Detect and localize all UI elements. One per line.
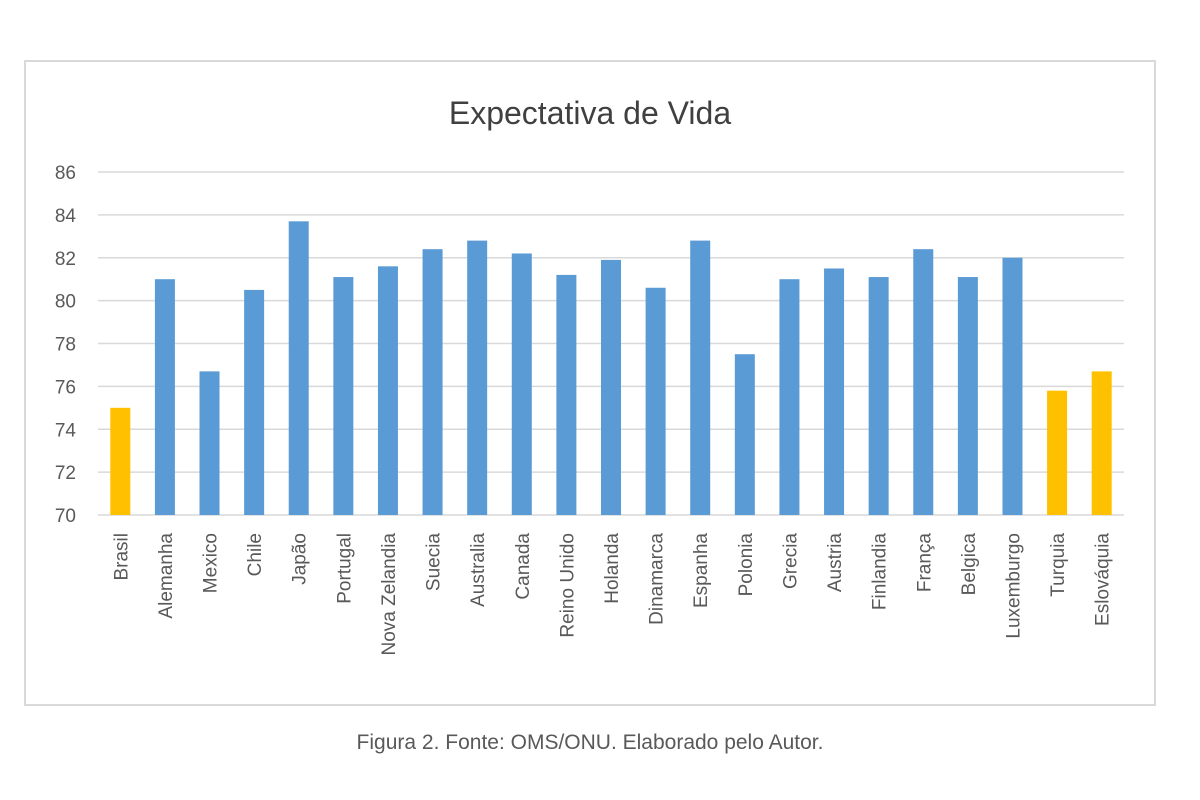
- x-tick-label: França: [914, 533, 935, 593]
- bar: [690, 240, 711, 515]
- x-tick-label: Brasil: [111, 533, 132, 581]
- x-tick-label: Canada: [513, 533, 534, 600]
- x-tick-label: Portugal: [334, 533, 355, 604]
- x-tick-label: Turquia: [1048, 533, 1069, 597]
- bar: [467, 240, 488, 515]
- x-tick-label: Nova Zelandia: [379, 533, 400, 656]
- bar: [154, 279, 175, 515]
- x-tick-label: Grecia: [780, 533, 801, 589]
- bar: [913, 249, 934, 516]
- bar: [601, 259, 621, 515]
- x-tick-label: Belgica: [959, 533, 980, 596]
- bar: [556, 274, 577, 515]
- figure-caption: Figura 2. Fonte: OMS/ONU. Elaborado pelo…: [356, 731, 824, 754]
- bar: [824, 268, 845, 515]
- x-tick-label: Luxemburgo: [1003, 533, 1024, 639]
- bar: [422, 249, 443, 516]
- y-tick-label: 82: [55, 249, 76, 270]
- x-tick-label: Japão: [290, 533, 311, 585]
- bar: [1091, 371, 1112, 515]
- y-tick-label: 74: [55, 420, 77, 441]
- x-tick-label: Espanha: [691, 533, 712, 608]
- x-tick-label: Suecia: [424, 533, 445, 592]
- y-tick-label: 70: [55, 506, 76, 527]
- x-tick-label: Chile: [245, 533, 266, 576]
- x-tick-label: Holanda: [602, 533, 623, 604]
- y-tick-label: 72: [55, 463, 76, 484]
- x-tick-label: Australia: [468, 533, 489, 607]
- bar: [244, 289, 265, 515]
- bar-chart: Expectativa de Vida 70 72 74 76 78 80 82 84 86 B…: [55, 95, 1124, 656]
- bar: [868, 277, 889, 515]
- bar: [511, 253, 532, 515]
- bar: [199, 371, 220, 515]
- x-tick-label: Austria: [825, 533, 846, 593]
- bar: [288, 221, 309, 515]
- bar: [333, 277, 354, 515]
- chart-title: Expectativa de Vida: [449, 95, 731, 131]
- bar: [734, 354, 755, 515]
- x-axis-labels: Brasil Alemanha Mexico Chile Japão Portugal No…: [111, 533, 1113, 656]
- y-tick-label: 86: [55, 163, 76, 184]
- x-tick-label: Polonia: [736, 533, 757, 597]
- bars: [110, 221, 1112, 516]
- bar: [645, 287, 666, 515]
- x-tick-label: Mexico: [201, 533, 222, 593]
- x-tick-label: Dinamarca: [647, 533, 668, 625]
- x-tick-label: Reino Unido: [557, 533, 578, 638]
- bar: [779, 279, 800, 515]
- bar: [110, 407, 131, 515]
- y-tick-label: 78: [55, 335, 76, 356]
- y-tick-label: 84: [55, 206, 77, 227]
- chart-frame: Expectativa de Vida 70 72 74 76 78 80 82 84 86 B…: [24, 60, 1156, 706]
- x-tick-label: Alemanha: [156, 533, 177, 619]
- y-axis-ticks: 70 72 74 76 78 80 82 84 86: [55, 163, 77, 527]
- y-tick-label: 80: [55, 292, 76, 313]
- bar: [377, 266, 398, 515]
- bar: [1047, 390, 1068, 515]
- bar: [957, 277, 978, 515]
- x-tick-label: Finlandia: [870, 533, 891, 611]
- bar: [1002, 257, 1023, 515]
- y-tick-label: 76: [55, 377, 76, 398]
- x-tick-label: Eslováquia: [1093, 533, 1114, 626]
